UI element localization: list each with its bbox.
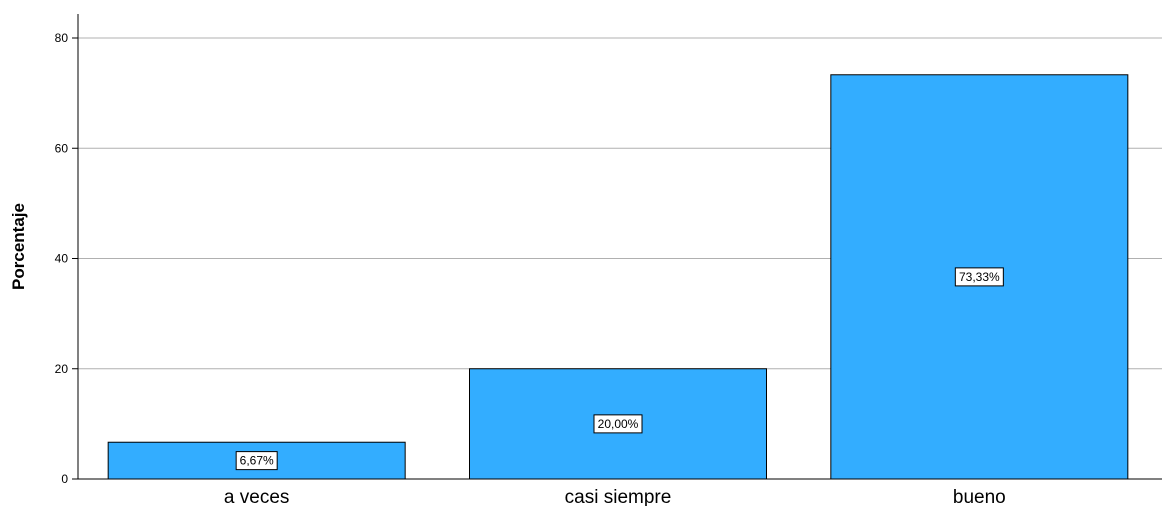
data-label: 73,33%: [959, 270, 1000, 284]
data-label-box: [235, 451, 278, 471]
y-ticks: 0 20 40 60 80: [55, 31, 78, 486]
y-tick-label: 0: [61, 472, 68, 486]
x-category-label: a veces: [224, 487, 289, 506]
data-label: 6,67%: [240, 454, 274, 468]
y-tick-label: 40: [55, 252, 69, 266]
y-tick-label: 20: [55, 362, 69, 376]
x-category-label: bueno: [953, 487, 1006, 506]
x-category-labels: a veces casi siempre bueno: [224, 487, 1006, 506]
data-label-box: [954, 267, 1004, 287]
x-category-label: casi siempre: [565, 487, 672, 506]
y-axis-label: Porcentaje: [9, 203, 28, 290]
axes: [77, 14, 1162, 480]
y-tick-label: 80: [55, 31, 69, 45]
bars: [107, 74, 1129, 480]
y-tick-label: 60: [55, 141, 69, 155]
data-labels: 6,67% 20,00% 73,33%: [235, 267, 1004, 471]
data-label-box: [593, 414, 643, 434]
data-label: 20,00%: [598, 417, 639, 431]
